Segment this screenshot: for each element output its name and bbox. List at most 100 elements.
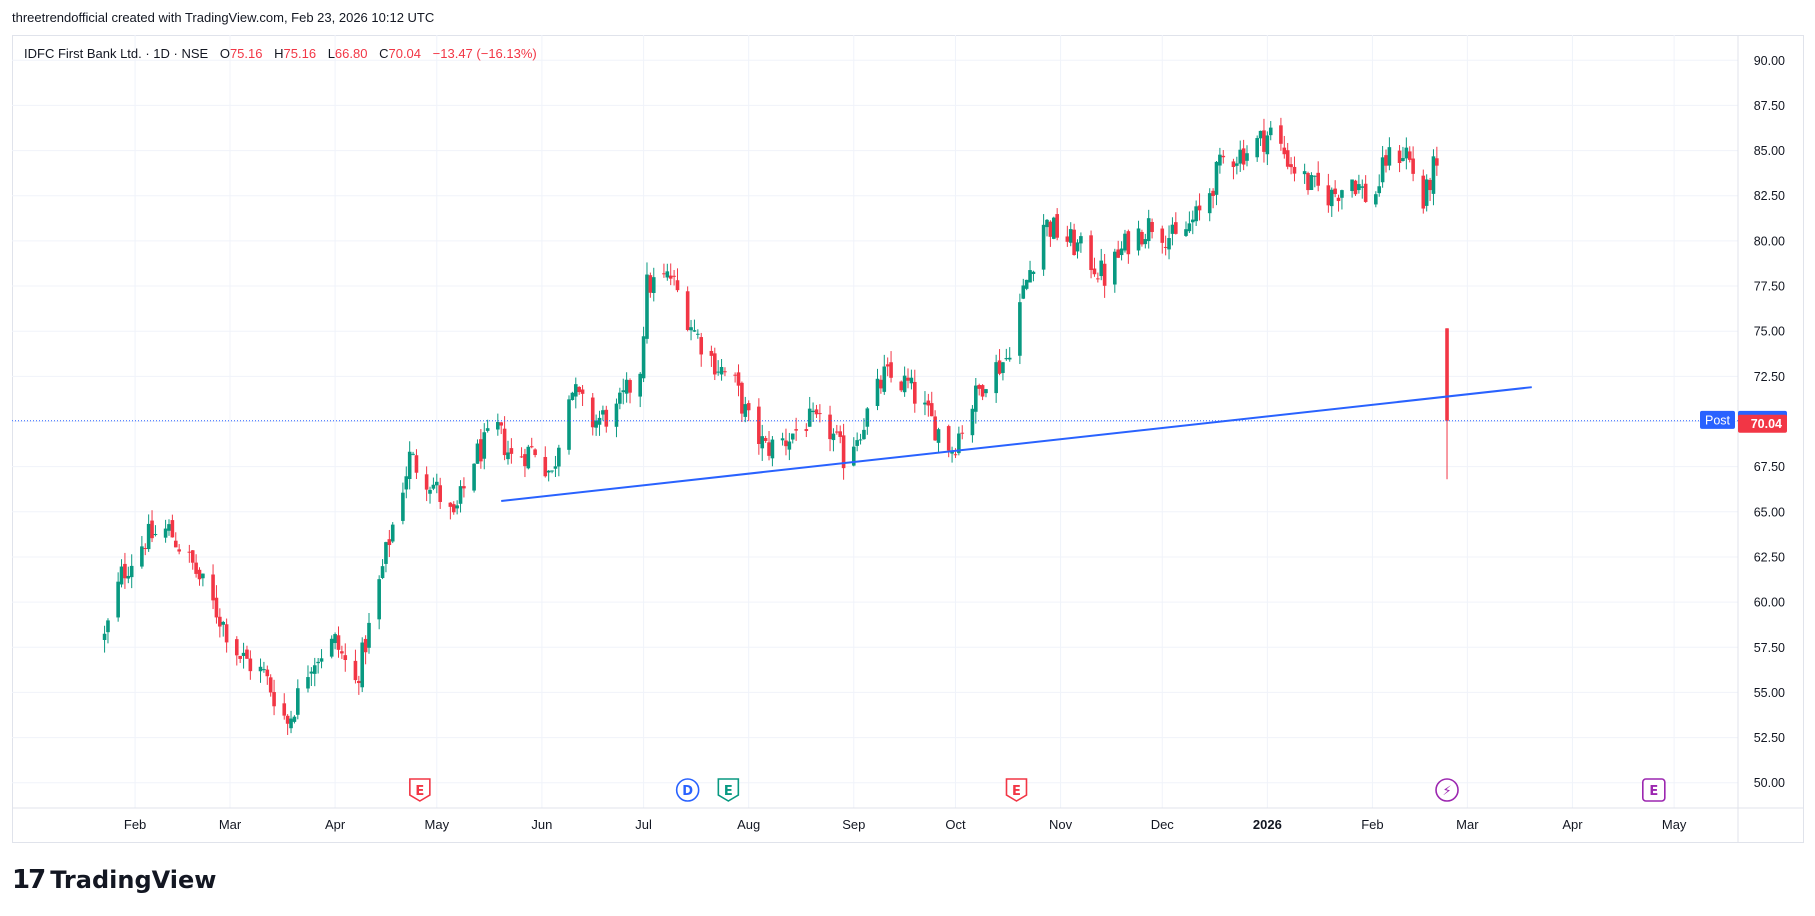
candle-body <box>716 371 720 373</box>
candle <box>1421 169 1426 214</box>
candle <box>699 332 704 367</box>
candle <box>712 347 717 381</box>
event-marker[interactable]: E <box>1005 778 1028 802</box>
symbol-name[interactable]: IDFC First Bank Ltd. · 1D · NSE <box>24 46 209 61</box>
candle <box>1136 220 1141 256</box>
candle <box>499 421 504 435</box>
candle-body <box>1238 149 1243 164</box>
candle-body <box>377 579 381 620</box>
candle-body <box>1187 223 1192 232</box>
candle <box>624 372 629 403</box>
candle <box>953 448 958 459</box>
candle <box>787 432 792 461</box>
candle-body <box>960 432 965 434</box>
candle-body <box>736 372 741 386</box>
candle-body <box>885 364 890 367</box>
candle-body <box>526 446 531 469</box>
candle <box>984 388 988 398</box>
candle <box>1340 189 1344 210</box>
candle <box>980 384 985 401</box>
candle <box>923 391 927 416</box>
candle-body <box>672 275 676 277</box>
candle <box>875 368 880 411</box>
candle-body <box>733 374 737 376</box>
candle <box>614 398 619 438</box>
y-tick-label: 80.00 <box>1754 234 1785 248</box>
candle-body <box>594 420 598 428</box>
candle <box>1031 270 1036 282</box>
candle <box>526 444 531 470</box>
candle-body <box>984 389 988 394</box>
candle-body <box>807 408 812 427</box>
candle-body <box>1197 205 1202 211</box>
candle-body <box>455 505 459 509</box>
candle <box>1211 188 1215 209</box>
candle-body <box>1021 285 1026 299</box>
candle <box>550 470 554 474</box>
event-marker[interactable]: E <box>717 778 740 802</box>
candle <box>855 432 859 452</box>
candle-body <box>1055 214 1059 238</box>
candle <box>523 448 527 478</box>
candle <box>665 263 670 281</box>
x-tick-label: Aug <box>737 817 760 832</box>
candle <box>1214 161 1219 206</box>
candle <box>1028 260 1032 283</box>
candle <box>1235 156 1239 175</box>
candle-body <box>1031 271 1036 274</box>
candle-body <box>1289 164 1293 168</box>
event-marker[interactable]: E <box>409 778 431 802</box>
candle-body <box>912 381 917 404</box>
candle-body <box>360 642 365 688</box>
candle <box>116 572 120 622</box>
candle-body <box>624 379 629 394</box>
candle <box>668 263 673 286</box>
candle <box>1384 149 1388 173</box>
candle-body <box>384 542 388 564</box>
candle-body <box>601 410 605 415</box>
candle <box>577 386 581 395</box>
candle <box>618 387 622 410</box>
candle <box>458 480 463 513</box>
trendline[interactable] <box>501 386 1532 502</box>
candle <box>1126 229 1131 264</box>
candle <box>1377 174 1382 197</box>
y-tick-label: 52.50 <box>1754 731 1785 745</box>
candle-body <box>580 389 585 394</box>
candle-body <box>1404 147 1409 159</box>
candle-body <box>248 658 253 672</box>
candle-body <box>628 380 632 393</box>
candle-body <box>519 456 524 458</box>
candle-body <box>950 451 954 454</box>
event-marker[interactable]: ⚡ <box>1435 778 1459 802</box>
candle <box>329 635 334 659</box>
event-marker[interactable]: D <box>675 778 700 802</box>
symbol-legend: IDFC First Bank Ltd. · 1D · NSE O75.16 H… <box>24 46 537 61</box>
candle <box>1163 235 1168 256</box>
last-price-text: 70.04 <box>1751 417 1782 431</box>
candle <box>1407 146 1412 163</box>
candle-body <box>879 379 883 389</box>
candle-body <box>577 386 581 393</box>
candle-body <box>502 428 507 456</box>
candle-body <box>841 435 846 469</box>
candle <box>316 658 320 674</box>
tradingview-logo[interactable]: 17 TradingView <box>12 865 216 895</box>
candle-body <box>862 429 866 440</box>
candle <box>1282 135 1287 159</box>
candle <box>573 377 578 409</box>
candle-body <box>1241 148 1246 165</box>
candle <box>1102 253 1107 298</box>
candle-body <box>1431 156 1436 194</box>
event-marker[interactable]: E <box>1642 778 1666 802</box>
candle <box>482 423 487 470</box>
candle <box>167 519 171 536</box>
candle-body <box>1051 217 1056 239</box>
candle-body <box>1235 163 1239 166</box>
candle-body <box>258 666 263 672</box>
candle-body <box>143 548 148 550</box>
candle-body <box>977 384 981 389</box>
candle-body <box>201 573 205 579</box>
candle <box>1004 348 1009 361</box>
